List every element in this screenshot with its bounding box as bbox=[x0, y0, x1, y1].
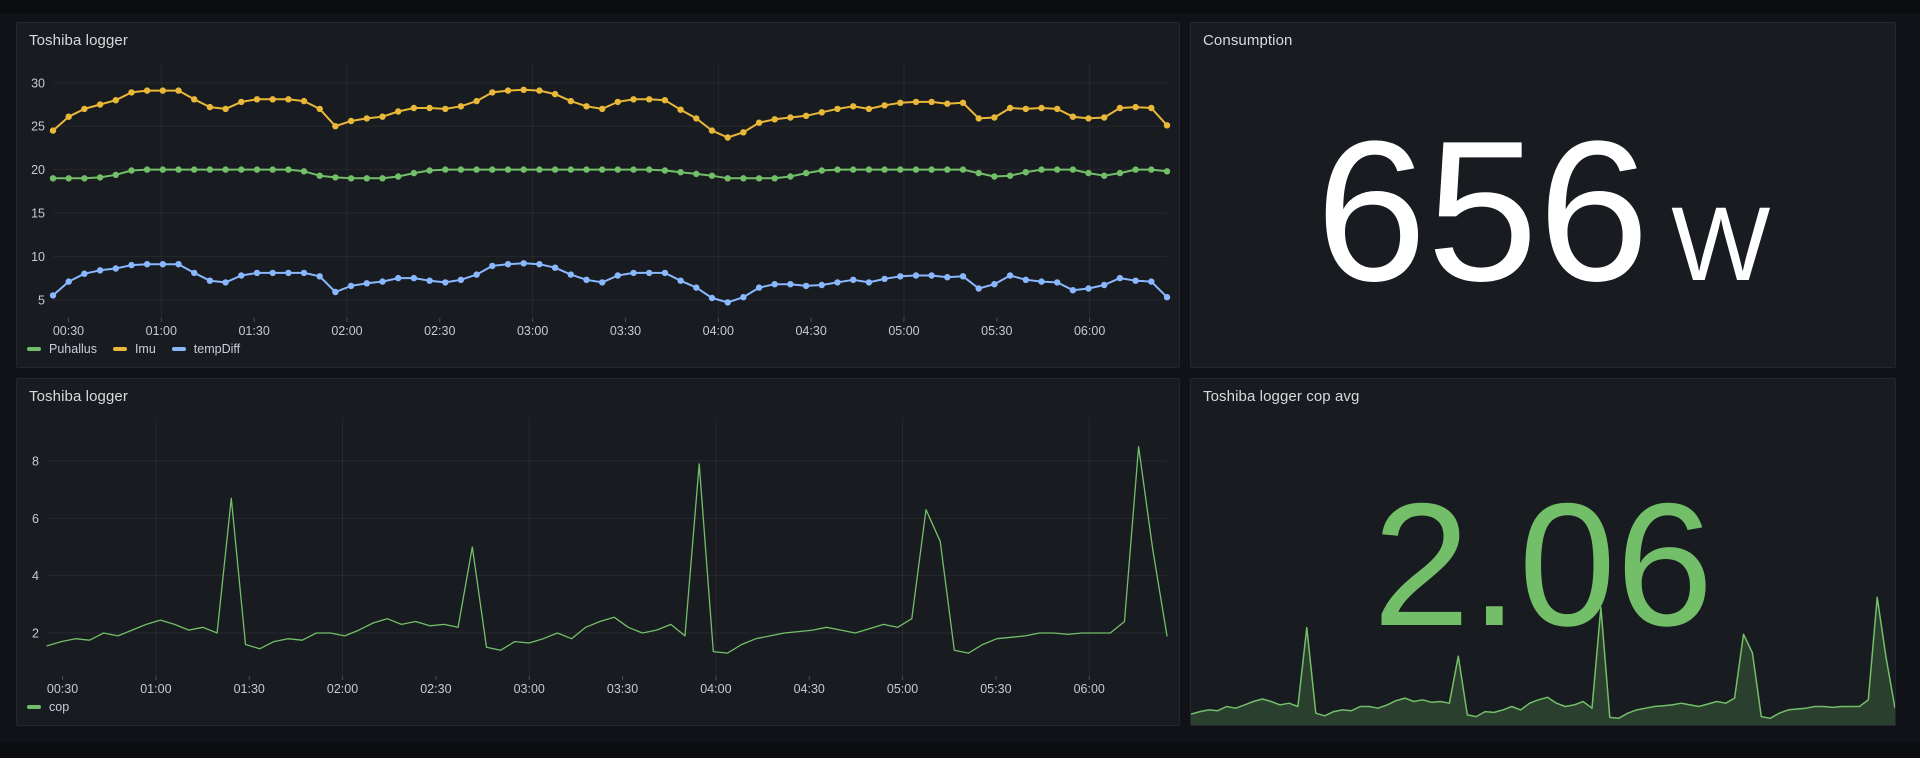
cop-legend: cop bbox=[17, 698, 1179, 725]
svg-text:05:30: 05:30 bbox=[981, 324, 1012, 338]
svg-text:8: 8 bbox=[32, 454, 39, 468]
legend-swatch-tempDiff bbox=[171, 347, 186, 352]
svg-text:04:30: 04:30 bbox=[795, 324, 826, 338]
screen-edge-bottom bbox=[0, 742, 1920, 758]
svg-text:02:30: 02:30 bbox=[420, 682, 451, 696]
svg-text:03:00: 03:00 bbox=[514, 682, 545, 696]
legend-item-Puhallus[interactable]: Puhallus bbox=[27, 342, 97, 356]
svg-text:04:00: 04:00 bbox=[700, 682, 731, 696]
legend-swatch-Imu bbox=[112, 347, 127, 352]
temps-chart[interactable]: 5 10 15 20 25 30 00:30 01:00 01:30 02:00 02:30 03:0… bbox=[17, 56, 1179, 340]
svg-text:01:30: 01:30 bbox=[234, 682, 265, 696]
svg-text:00:30: 00:30 bbox=[53, 324, 84, 338]
cop-avg-sparkline bbox=[1191, 585, 1895, 725]
svg-text:6: 6 bbox=[32, 512, 39, 526]
cop-chart[interactable]: 2 4 6 8 00:30 01:00 01:30 02:00 02:30 03:00 03:30 0… bbox=[17, 412, 1179, 698]
svg-text:25: 25 bbox=[31, 120, 45, 134]
svg-text:5: 5 bbox=[38, 293, 45, 307]
cop-avg-stat-body: 2.06 bbox=[1191, 405, 1895, 725]
svg-text:01:00: 01:00 bbox=[146, 324, 177, 338]
consumption-value: 656 bbox=[1315, 100, 1650, 323]
cop-avg-value: 2.06 bbox=[1372, 467, 1714, 663]
svg-text:30: 30 bbox=[31, 76, 45, 90]
svg-text:05:30: 05:30 bbox=[980, 682, 1011, 696]
svg-text:02:30: 02:30 bbox=[424, 324, 455, 338]
panel-toshiba-logger-cop: Toshiba logger 2 4 6 8 00:30 01:00 01:30 02:00 0… bbox=[16, 378, 1180, 726]
svg-text:06:00: 06:00 bbox=[1074, 682, 1105, 696]
svg-text:03:00: 03:00 bbox=[517, 324, 548, 338]
panel-consumption: Consumption 656 W bbox=[1190, 22, 1896, 368]
legend-item-tempDiff[interactable]: tempDiff bbox=[171, 342, 241, 357]
legend-label: Imu bbox=[134, 342, 156, 357]
svg-text:20: 20 bbox=[31, 163, 45, 177]
svg-text:2: 2 bbox=[32, 626, 39, 640]
legend-item-cop[interactable]: cop bbox=[27, 700, 69, 714]
svg-text:4: 4 bbox=[32, 569, 39, 583]
panel-toshiba-logger-temps: Toshiba logger 5 10 15 20 25 30 00:30 01:00 01:3… bbox=[16, 22, 1180, 368]
screen-edge-top bbox=[0, 0, 1920, 13]
svg-text:01:30: 01:30 bbox=[238, 324, 269, 338]
consumption-stat-body: 656 W bbox=[1191, 57, 1895, 367]
panel-title-consumption[interactable]: Consumption bbox=[1203, 32, 1293, 49]
legend-swatch-Puhallus bbox=[27, 347, 41, 352]
panel-title-toshiba-logger[interactable]: Toshiba logger bbox=[29, 32, 128, 49]
svg-text:00:30: 00:30 bbox=[47, 682, 78, 696]
panel-title-toshiba-logger-cop[interactable]: Toshiba logger bbox=[29, 388, 128, 405]
svg-text:05:00: 05:00 bbox=[888, 324, 919, 338]
legend-label: Puhallus bbox=[49, 342, 97, 357]
svg-text:01:00: 01:00 bbox=[140, 682, 171, 696]
legend-label: cop bbox=[49, 700, 70, 715]
svg-text:03:30: 03:30 bbox=[610, 324, 641, 338]
panel-toshiba-logger-cop-avg: Toshiba logger cop avg 2.06 bbox=[1190, 378, 1896, 726]
panel-title-cop-avg[interactable]: Toshiba logger cop avg bbox=[1203, 388, 1360, 405]
cop-avg-sparkline-svg bbox=[1191, 596, 1895, 725]
svg-text:04:00: 04:00 bbox=[703, 324, 734, 338]
svg-text:04:30: 04:30 bbox=[794, 682, 825, 696]
temps-legend: Puhallus Imu tempDiff bbox=[17, 340, 1179, 367]
svg-text:10: 10 bbox=[31, 250, 45, 264]
svg-text:03:30: 03:30 bbox=[607, 682, 638, 696]
svg-text:15: 15 bbox=[31, 206, 45, 220]
svg-text:02:00: 02:00 bbox=[331, 324, 362, 338]
temps-chart-svg[interactable]: 5 10 15 20 25 30 00:30 01:00 01:30 02:00 02:30 03:0… bbox=[17, 56, 1179, 340]
cop-chart-svg[interactable]: 2 4 6 8 00:30 01:00 01:30 02:00 02:30 03:00 03:30 0… bbox=[17, 412, 1179, 698]
svg-text:05:00: 05:00 bbox=[887, 682, 918, 696]
consumption-unit: W bbox=[1671, 186, 1771, 303]
svg-text:02:00: 02:00 bbox=[327, 682, 358, 696]
legend-item-Imu[interactable]: Imu bbox=[112, 342, 156, 357]
legend-swatch-cop bbox=[27, 705, 41, 710]
svg-text:06:00: 06:00 bbox=[1074, 324, 1105, 338]
legend-label: tempDiff bbox=[193, 342, 241, 357]
